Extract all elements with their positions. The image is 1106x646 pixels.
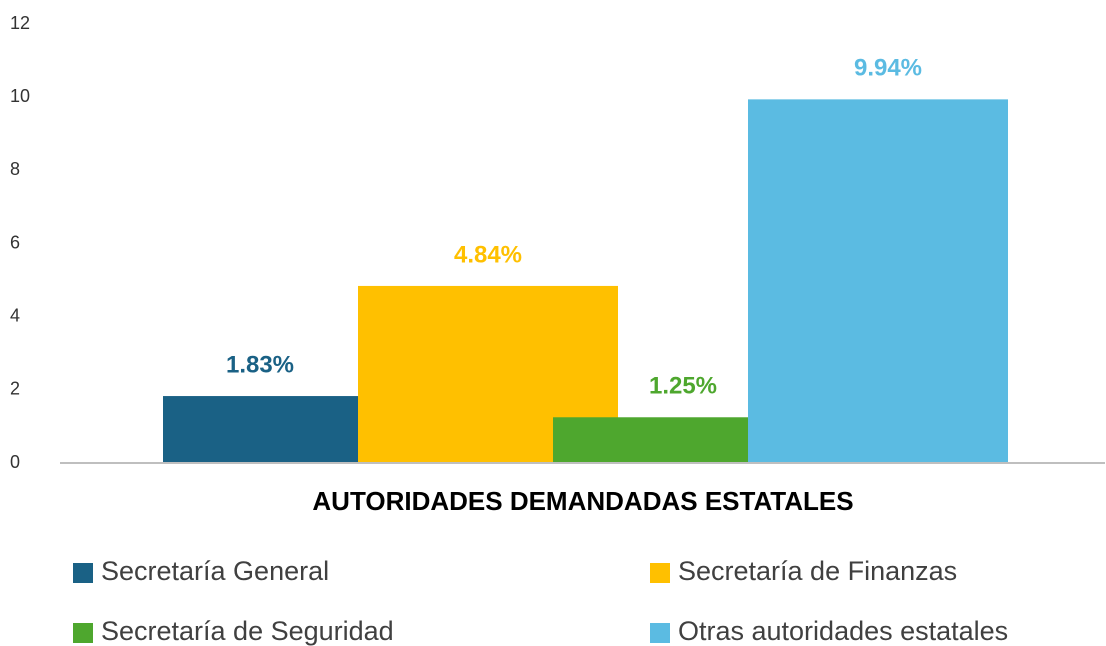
y-tick-label: 4: [10, 305, 20, 325]
y-tick-label: 2: [10, 379, 20, 399]
legend-swatch: [650, 563, 670, 583]
data-label: 1.25%: [649, 373, 717, 400]
legend-label: Secretaría de Seguridad: [101, 616, 394, 646]
y-tick-label: 6: [10, 232, 20, 252]
data-label: 9.94%: [854, 55, 922, 82]
data-label: 4.84%: [454, 241, 522, 268]
y-tick-label: 10: [10, 86, 30, 106]
legend-label: Secretaría de Finanzas: [678, 556, 957, 586]
y-tick-label: 8: [10, 159, 20, 179]
y-tick-label: 0: [10, 452, 20, 472]
legend-label: Otras autoridades estatales: [678, 616, 1008, 646]
bar: [748, 99, 1008, 463]
y-tick-label: 12: [10, 13, 30, 33]
legend-swatch: [73, 623, 93, 643]
data-label: 1.83%: [226, 351, 294, 378]
legend-swatch: [73, 563, 93, 583]
legend-label: Secretaría General: [101, 556, 329, 586]
x-axis-label: AUTORIDADES DEMANDADAS ESTATALES: [312, 486, 853, 516]
legend-swatch: [650, 623, 670, 643]
